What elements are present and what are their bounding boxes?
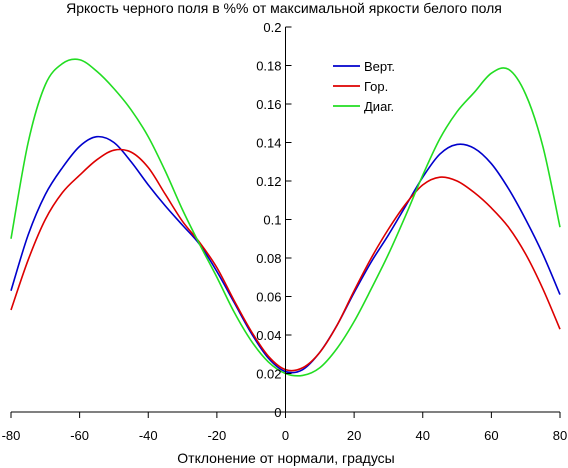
x-tick-label: 0: [282, 428, 289, 443]
legend-label: Диаг.: [364, 99, 394, 114]
ticks-layer: -80 -60 -40 -20 0 20 40 60 80 0 0.02 0.04 0.06 0.08 0.…: [2, 20, 568, 443]
legend-label: Гор.: [364, 79, 388, 94]
x-tick-label: -80: [2, 428, 21, 443]
y-tick-label: 0: [274, 405, 281, 420]
x-tick-label: 20: [347, 428, 361, 443]
y-tick-label: 0.12: [256, 174, 281, 189]
y-tick-label: 0.16: [256, 97, 281, 112]
x-tick-label: -60: [70, 428, 89, 443]
y-tick-label: 0.06: [256, 290, 281, 305]
y-tick-label: 0.18: [256, 59, 281, 74]
y-tick-label: 0.02: [256, 367, 281, 382]
x-tick-label: 80: [553, 428, 567, 443]
y-tick-label: 0.2: [263, 20, 281, 35]
y-tick-label: 0.1: [263, 213, 281, 228]
legend: Верт. Гор. Диаг.: [333, 59, 395, 114]
x-tick-label: 40: [416, 428, 430, 443]
x-tick-label: 60: [484, 428, 498, 443]
y-tick-label: 0.04: [256, 328, 281, 343]
y-tick-label: 0.08: [256, 251, 281, 266]
legend-label: Верт.: [364, 59, 395, 74]
x-tick-label: -20: [207, 428, 226, 443]
x-tick-label: -40: [139, 428, 158, 443]
y-tick-label: 0.14: [256, 136, 281, 151]
x-axis-label: Отклонение от нормали, градусы: [177, 450, 394, 466]
chart-title: Яркость черного поля в %% от максимально…: [66, 0, 502, 16]
